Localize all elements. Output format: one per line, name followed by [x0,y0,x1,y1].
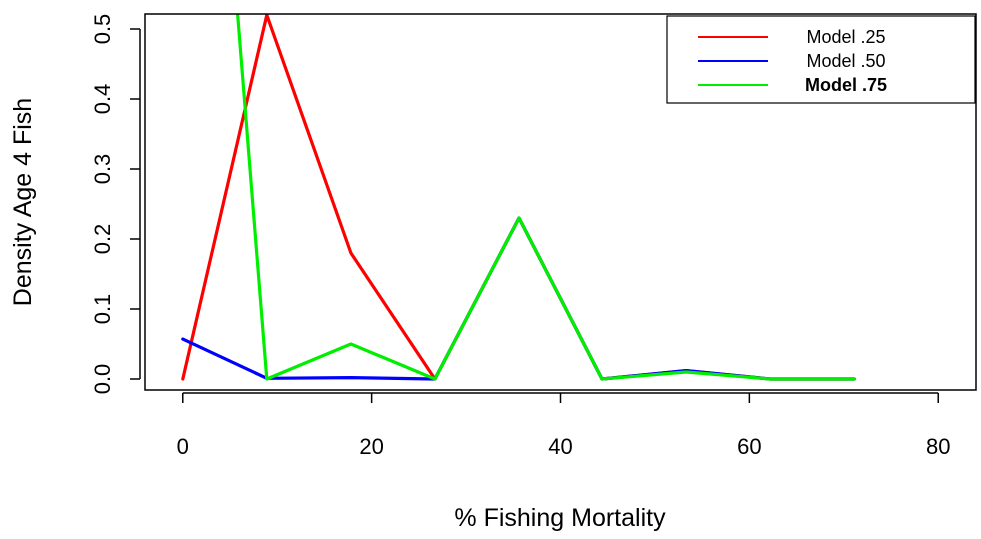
y-tick-label: 0.1 [90,294,115,325]
legend-label-3: Model .75 [805,75,887,95]
y-tick-label: 0.2 [90,224,115,255]
y-axis: 0.0 0.1 0.2 0.3 0.4 0.5 [90,14,141,395]
series-line-3 [235,14,856,381]
x-axis: 0 20 40 60 80 [177,392,950,459]
legend-label-2: Model .50 [806,51,885,71]
x-axis-title: % Fishing Mortality [454,504,666,532]
series-line-2 [181,216,856,381]
y-tick-label: 0.0 [90,364,115,395]
plot-frame [144,13,977,391]
x-tick-label: 60 [737,434,761,459]
y-tick-label: 0.3 [90,154,115,185]
x-tick-label: 80 [926,434,950,459]
y-tick-label: 0.5 [90,14,115,45]
legend-label-1: Model .25 [806,27,885,47]
x-tick-label: 0 [177,434,189,459]
series-layer [181,14,856,381]
legend: Model .25 Model .50 Model .75 [666,15,976,104]
y-axis-title: Density Age 4 Fish [9,98,37,306]
x-tick-label: 40 [548,434,572,459]
x-tick-label: 20 [359,434,383,459]
legend-box [666,15,976,104]
y-tick-label: 0.4 [90,84,115,115]
